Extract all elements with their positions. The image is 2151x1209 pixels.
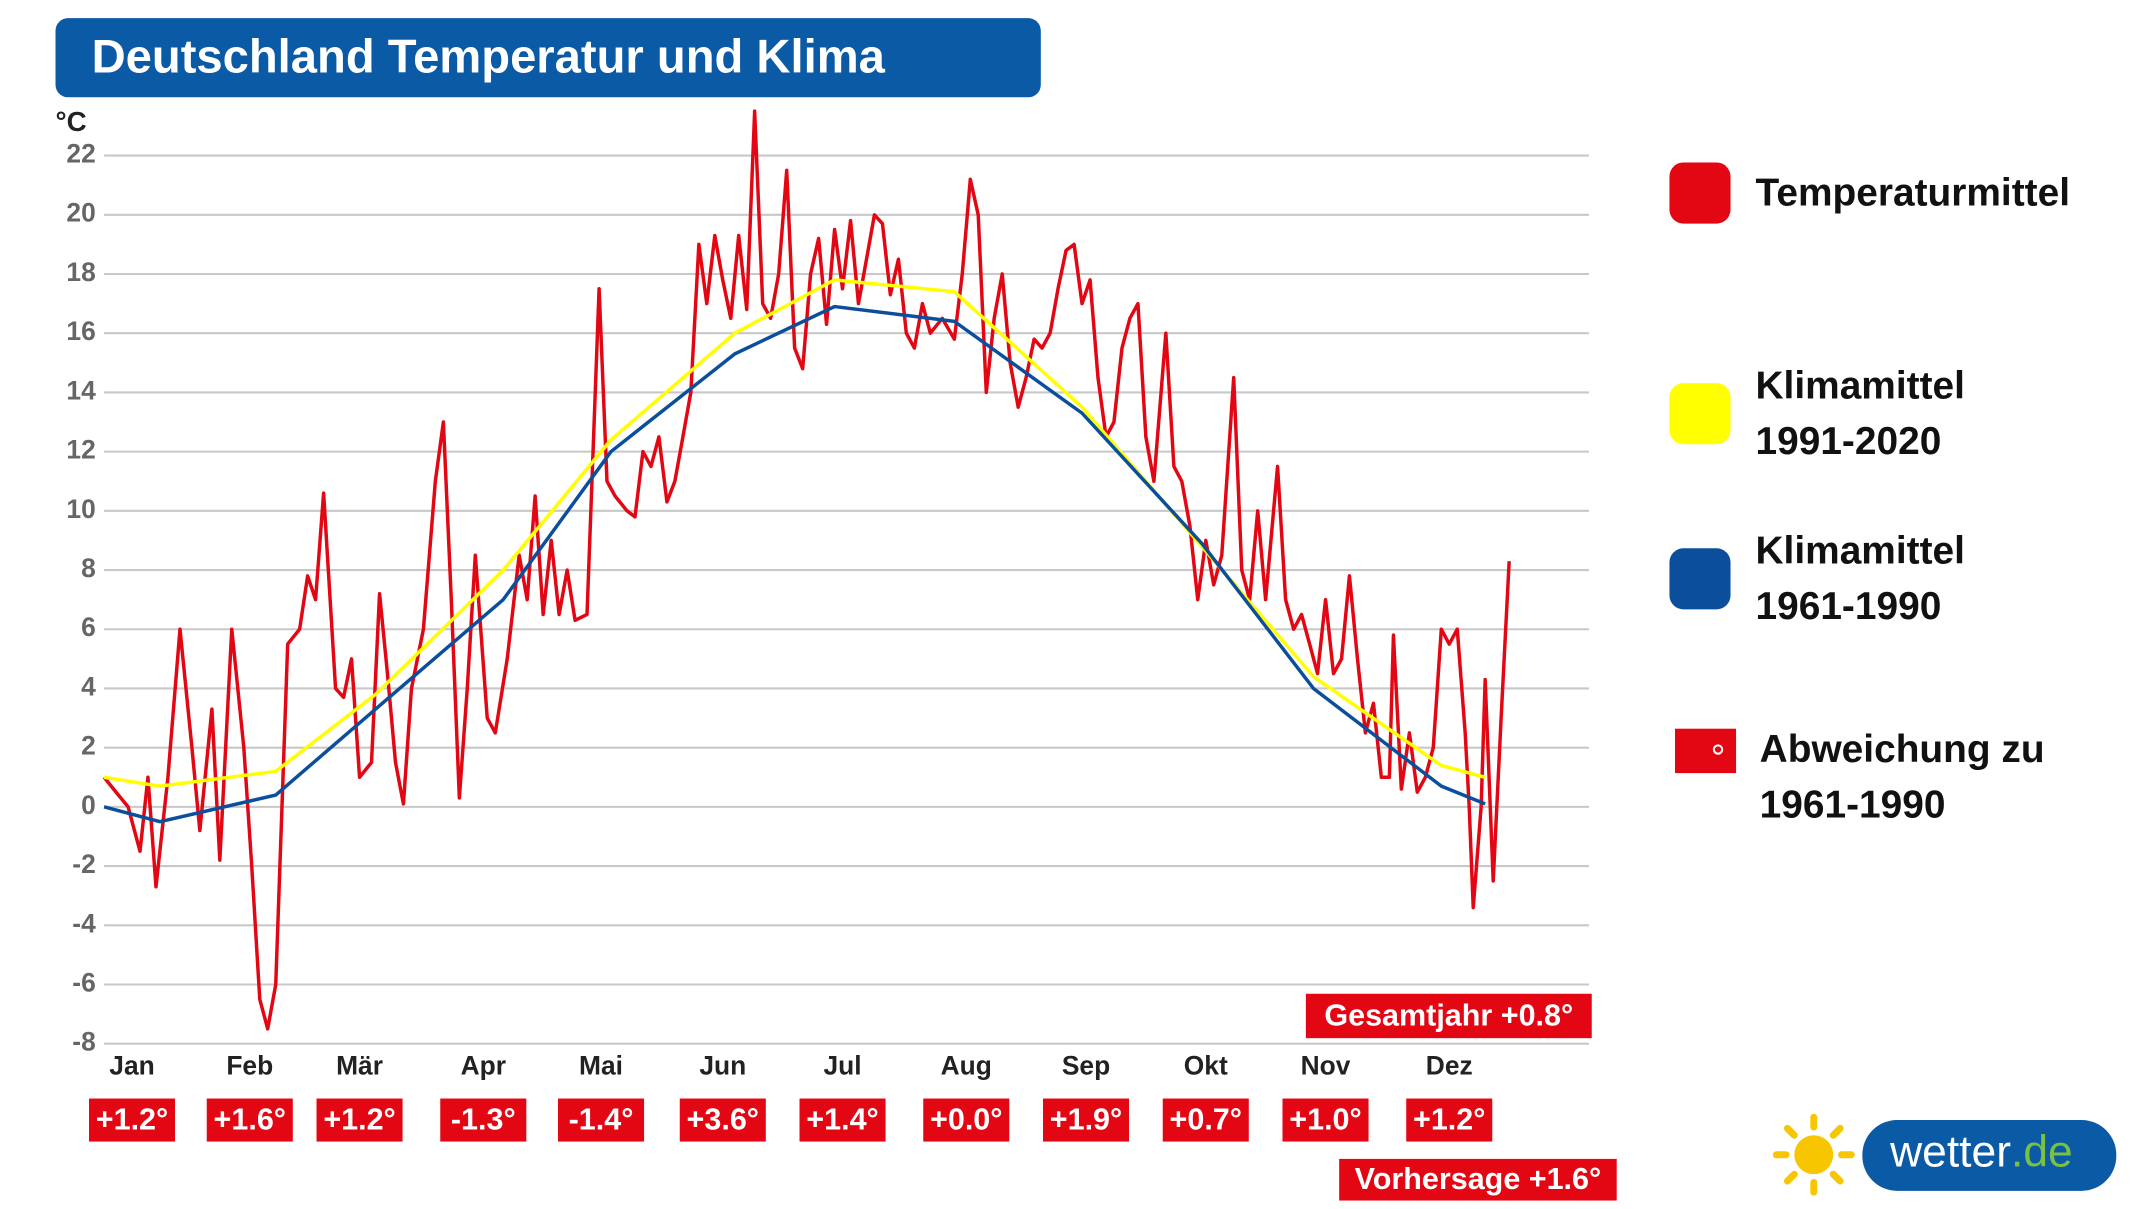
month-deviation-box [206,1098,293,1142]
month-deviation: +1.4° [806,1102,878,1136]
y-tick-label: 8 [81,553,96,583]
series-line [102,109,1511,1031]
month-deviation: +3.6° [687,1102,759,1136]
legend-text: Klimamittel 1991-2020 [1755,363,1965,463]
x-tick-label: Jul [823,1050,861,1080]
month-deviation: +0.0° [930,1102,1002,1136]
x-tick-label: Feb [226,1050,273,1080]
y-tick-label: 0 [81,790,96,820]
y-tick-label: 14 [66,375,96,405]
y-tick-label: 18 [66,257,95,287]
series-line [103,278,1486,788]
logo: wetter.de [1772,1113,2117,1196]
y-tick-label: 20 [66,198,95,228]
y-tick-label: -8 [72,1027,95,1057]
legend-swatch [1669,162,1731,224]
x-tick-label: Jun [699,1050,746,1080]
month-deviation-box [558,1098,645,1142]
annual-deviation-box [1305,993,1592,1039]
month-deviation-box [1043,1098,1130,1142]
y-tick-label: 4 [81,671,96,701]
legend-swatch [1669,548,1731,610]
x-tick-label: Jan [109,1050,154,1080]
legend-label: Abweichung zu 1961-1990 [1759,727,2045,826]
y-tick-label: -6 [72,967,95,997]
month-deviation: +0.7° [1170,1102,1242,1136]
legend-text: Abweichung zu 1961-1990 [1759,727,2045,826]
legend-swatch [1675,728,1737,774]
y-tick-label: 2 [81,731,96,761]
annual-deviation: Gesamtjahr +0.8° [1324,998,1573,1032]
x-tick-label: Nov [1301,1050,1351,1080]
legend-label: Temperaturmittel [1755,170,2071,214]
title-box [55,18,1041,98]
legend-text: Klimamittel 1961-1990 [1755,528,1965,628]
legend-label: Klimamittel 1991-2020 [1755,363,1965,463]
legend-label: Klimamittel 1961-1990 [1755,528,1965,628]
chart-title: Deutschland Temperatur und Klima [92,29,886,82]
month-deviation: +1.2° [1413,1102,1485,1136]
legend-dot [1712,744,1724,755]
legend-swatch [1669,383,1731,445]
month-deviation-box [799,1098,886,1142]
month-deviation-box [1162,1098,1249,1142]
forecast: Vorhersage +1.6° [1355,1162,1602,1196]
month-deviation-box [316,1098,403,1142]
logo-tld: .de [2011,1127,2073,1176]
month-deviation-box [440,1098,527,1142]
month-deviation: +1.6° [214,1102,286,1136]
y-tick-label: -2 [72,849,95,879]
forecast-box [1339,1158,1617,1201]
month-deviation-box [89,1098,176,1142]
month-deviation-box [923,1098,1010,1142]
y-tick-label: -4 [72,908,96,938]
x-tick-label: Mai [579,1050,623,1080]
y-tick-label: 10 [66,494,95,524]
month-deviation: +1.0° [1289,1102,1361,1136]
y-tick-label: 16 [66,316,95,346]
x-tick-label: Mär [336,1050,383,1080]
month-deviation: +1.2° [323,1102,395,1136]
month-deviation: -1.4° [569,1102,634,1136]
logo-main: wetter [1889,1127,2011,1176]
x-tick-label: Aug [941,1050,992,1080]
legend-text: Temperaturmittel [1755,170,2071,214]
month-deviation: +1.2° [96,1102,168,1136]
month-deviation-box [1282,1098,1369,1142]
series-line [103,304,1486,824]
y-unit: °C [56,106,87,137]
x-tick-label: Dez [1426,1050,1473,1080]
month-deviation: +1.9° [1050,1102,1122,1136]
month-deviation-box [1406,1098,1493,1142]
x-tick-label: Apr [461,1050,506,1080]
month-deviation-box [679,1098,766,1142]
month-deviation: -1.3° [451,1102,516,1136]
x-tick-label: Sep [1062,1050,1110,1080]
logo-text: wetter.de [1889,1127,2073,1176]
x-tick-label: Okt [1184,1050,1228,1080]
y-tick-label: 12 [66,435,95,465]
logo-sun [1794,1135,1834,1175]
y-tick-label: 6 [81,612,96,642]
logo-rays [1772,1113,1855,1196]
y-tick-label: 22 [66,139,95,169]
